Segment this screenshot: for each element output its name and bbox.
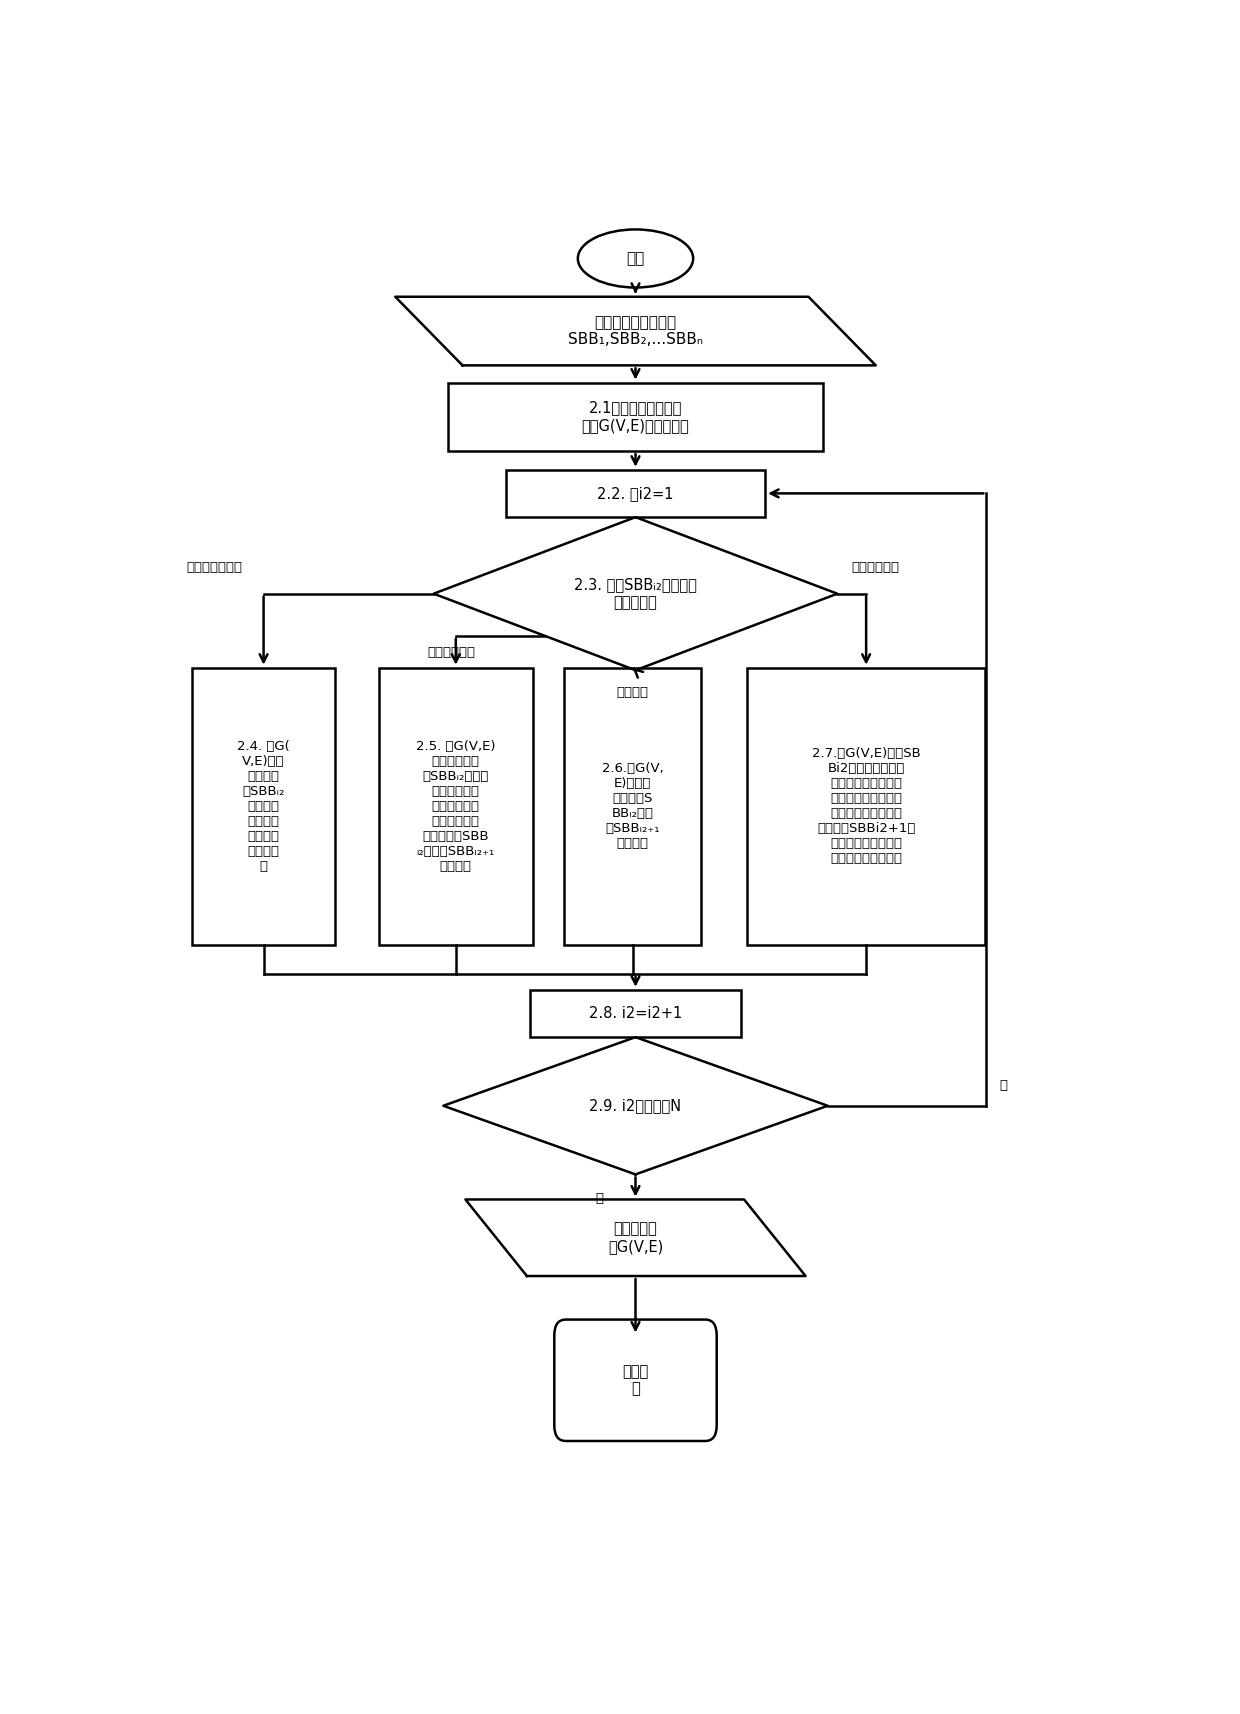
Text: 普通指令: 普通指令 (616, 686, 649, 699)
Text: 2.7.在G(V,E)中从SB
Bi2向被调用函数的
入口无存基本块画一
条有向边，并且从被
调用函数的退出无存
基本块向SBBi2+1画
一条有向边，表示函
: 2.7.在G(V,E)中从SB Bi2向被调用函数的 入口无存基本块画一 条有向… (812, 747, 920, 866)
Text: 2.9. i2是否大于N: 2.9. i2是否大于N (589, 1099, 682, 1114)
Text: 无条件跳转指令: 无条件跳转指令 (186, 560, 243, 574)
Bar (192, 668, 335, 944)
Text: 条件跳转指令: 条件跳转指令 (427, 646, 475, 660)
Text: 2.1将每个无存基本块
作为G(V,E)的一个节点: 2.1将每个无存基本块 作为G(V,E)的一个节点 (582, 401, 689, 434)
Text: 2.3. 判断SBBᵢ₂最后一条
指令的类型: 2.3. 判断SBBᵢ₂最后一条 指令的类型 (574, 578, 697, 610)
Text: 转第三
步: 转第三 步 (622, 1364, 649, 1397)
Bar (448, 382, 823, 451)
Text: 函数调用指令: 函数调用指令 (852, 560, 900, 574)
Text: 程序控制流
图G(V,E): 程序控制流 图G(V,E) (608, 1222, 663, 1255)
Text: 2.5. 在G(V,E)
中添加一条节
点SBBᵢ₂到转移
目标所在的基
本块节点的有
向边，并且添
加一条节点SBB
ᵢ₂到节点SBBᵢ₂₊₁
的有向边: 2.5. 在G(V,E) 中添加一条节 点SBBᵢ₂到转移 目标所在的基 本块节… (417, 740, 496, 872)
Text: 2.6.在G(V,
E)中添加
一条节点S
BBᵢ₂到节
点SBBᵢ₂₊₁
的有向边: 2.6.在G(V, E)中添加 一条节点S BBᵢ₂到节 点SBBᵢ₂₊₁ 的有… (601, 763, 663, 850)
Text: 是: 是 (595, 1191, 603, 1205)
Text: 否: 否 (999, 1080, 1008, 1092)
Text: 2.8. i2=i2+1: 2.8. i2=i2+1 (589, 1006, 682, 1022)
Text: 开始: 开始 (626, 250, 645, 266)
Bar (506, 470, 765, 518)
Bar (564, 668, 701, 944)
Text: 2.4. 在G(
V,E)中添
加一条节
点SBBᵢ₂
到转移目
标所在的
基本块节
点的有向
边: 2.4. 在G( V,E)中添 加一条节 点SBBᵢ₂ 到转移目 标所在的 基本… (237, 740, 290, 872)
Bar (379, 668, 533, 944)
Bar (746, 668, 986, 944)
Text: 无存基本块序列序列
SBB₁,SBB₂,...SBBₙ: 无存基本块序列序列 SBB₁,SBB₂,...SBBₙ (568, 315, 703, 348)
Bar (529, 989, 742, 1037)
Text: 2.2. 令i2=1: 2.2. 令i2=1 (598, 485, 673, 500)
